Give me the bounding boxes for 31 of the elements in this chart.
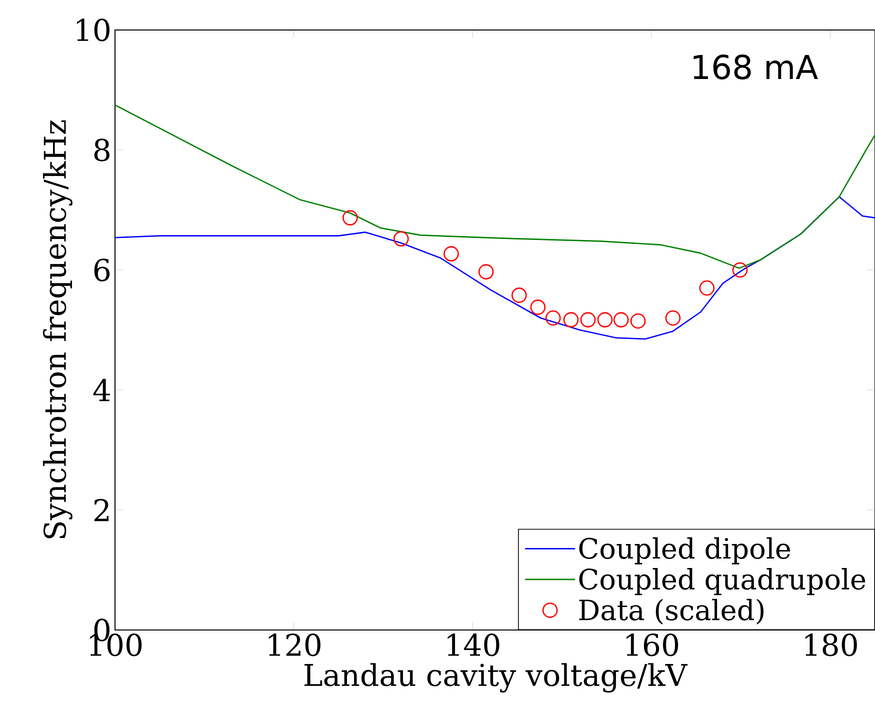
point [563,312,579,328]
x-tick-label: 180 [805,634,857,656]
x-tick-label: 120 [268,634,320,656]
point [580,312,596,328]
point [732,262,748,278]
point [699,280,715,296]
point [630,313,646,329]
x-axis-title: Landau cavity voltage/kV [304,663,688,693]
point [393,231,409,246]
y-tick-label: 8 [94,138,110,162]
y-axis-title: Synchrotron frequency/kHz [42,120,72,538]
legend-label: Data (scaled) [579,598,764,624]
y-tick-label: 10 [76,18,110,42]
point [342,210,358,226]
point [597,312,613,328]
y-tick-label: 6 [94,258,110,282]
y-tick-label: 2 [94,498,109,522]
y-tick-label: 4 [93,378,110,402]
point [511,288,527,303]
legend-label: Coupled dipole [579,537,790,564]
point [530,300,546,315]
legend-label: Coupled quadrupole [579,568,866,596]
x-tick-label: 140 [448,634,500,656]
line-series [115,104,875,269]
point [444,246,459,262]
annotation: 168 mA [694,54,818,80]
point [478,264,494,280]
x-tick-label: 160 [626,634,678,656]
point [613,312,629,328]
point [665,310,681,326]
point [545,310,561,326]
